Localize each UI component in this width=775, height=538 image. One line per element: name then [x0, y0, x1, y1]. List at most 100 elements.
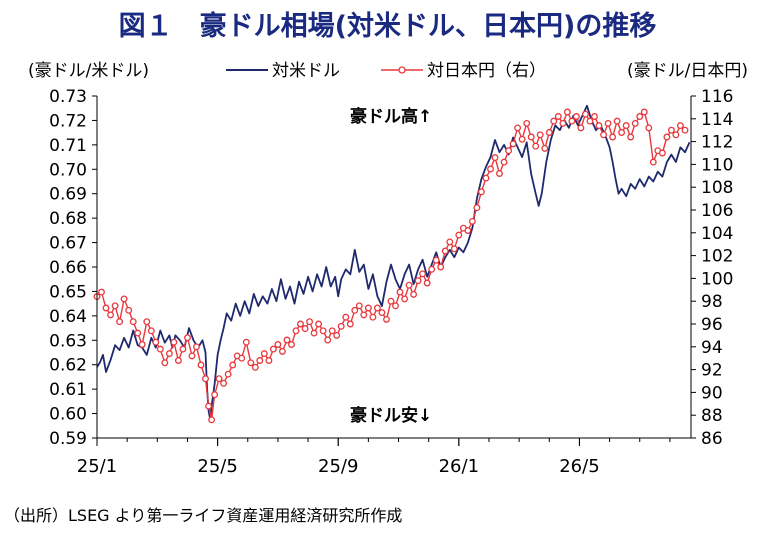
data-point-jpy — [373, 304, 381, 312]
data-point-jpy — [640, 108, 648, 116]
left-tick-label: 0.72 — [49, 111, 87, 131]
data-point-jpy — [550, 117, 558, 125]
left-tick-label: 0.67 — [49, 234, 87, 254]
data-point-jpy — [247, 359, 255, 367]
legend-label-usd: 対米ドル — [272, 61, 340, 81]
data-point-jpy — [342, 313, 350, 321]
data-point-jpy — [541, 144, 549, 152]
right-tick-label: 100 — [701, 269, 733, 289]
right-axis-label: (豪ドル/日本円) — [627, 60, 748, 81]
data-point-jpy — [378, 309, 386, 317]
data-point-jpy — [518, 135, 526, 143]
data-point-jpy — [532, 142, 540, 150]
data-point-jpy — [224, 370, 232, 378]
left-tick-label: 0.71 — [49, 136, 87, 156]
left-tick-label: 0.61 — [49, 380, 87, 400]
data-point-jpy — [405, 281, 413, 289]
data-point-jpy — [514, 124, 522, 132]
data-point-jpy — [432, 256, 440, 264]
right-tick-label: 96 — [701, 315, 723, 335]
data-point-jpy — [527, 133, 535, 141]
data-point-jpy — [473, 204, 481, 212]
data-point-jpy — [283, 336, 291, 344]
data-point-jpy — [482, 174, 490, 182]
legend: 対米ドル 対日本円（右） — [226, 61, 546, 81]
data-point-jpy — [319, 327, 327, 335]
data-point-jpy — [229, 361, 237, 369]
x-tick-label: 25/9 — [318, 456, 358, 477]
data-point-jpy — [170, 338, 178, 346]
data-point-jpy — [468, 217, 476, 225]
right-tick-label: 88 — [701, 406, 723, 426]
data-point-jpy — [554, 113, 562, 120]
right-tick-label: 92 — [701, 361, 723, 381]
left-tick-label: 0.63 — [49, 331, 87, 351]
left-axis-label: (豪ドル/米ドル) — [28, 60, 149, 81]
data-point-jpy — [505, 147, 513, 155]
data-point-jpy — [383, 315, 390, 323]
right-tick-label: 102 — [701, 247, 733, 267]
right-tick-label: 112 — [701, 133, 733, 153]
data-point-jpy — [188, 352, 196, 360]
data-point-jpy — [306, 318, 314, 326]
data-point-jpy — [428, 265, 436, 273]
data-point-jpy — [658, 149, 666, 157]
data-point-jpy — [477, 188, 485, 196]
data-point-jpy — [351, 306, 359, 314]
data-point-jpy — [215, 375, 223, 383]
data-point-jpy — [129, 318, 137, 326]
data-point-jpy — [663, 133, 671, 141]
series-line-usd — [96, 104, 691, 420]
data-point-jpy — [649, 158, 657, 166]
left-tick-label: 0.73 — [49, 87, 87, 107]
x-tick-label: 25/1 — [77, 456, 117, 477]
data-point-jpy — [536, 131, 544, 139]
data-point-jpy — [455, 231, 463, 239]
data-point-jpy — [441, 247, 449, 255]
data-point-jpy — [631, 119, 639, 127]
data-point-jpy — [161, 359, 169, 367]
data-point-jpy — [392, 302, 399, 310]
data-point-jpy — [568, 117, 576, 125]
data-point-jpy — [184, 334, 191, 342]
left-tick-label: 0.68 — [49, 209, 87, 229]
data-point-jpy — [337, 322, 345, 330]
data-point-jpy — [143, 318, 151, 326]
data-point-jpy — [220, 379, 228, 387]
data-point-jpy — [676, 122, 684, 130]
data-point-jpy — [242, 338, 250, 346]
data-point-jpy — [577, 124, 585, 132]
data-point-jpy — [563, 108, 571, 116]
data-point-jpy — [487, 165, 494, 173]
legend-label-jpy: 対日本円（右） — [427, 61, 546, 81]
data-point-jpy — [600, 131, 608, 139]
left-tick-label: 0.64 — [49, 307, 87, 327]
data-point-jpy — [310, 329, 318, 337]
data-point-jpy — [500, 158, 508, 166]
data-point-jpy — [324, 336, 332, 344]
data-point-jpy — [265, 357, 273, 364]
data-point-jpy — [152, 338, 160, 346]
data-point-jpy — [333, 331, 341, 339]
right-tick-label: 86 — [701, 429, 723, 449]
left-tick-label: 0.70 — [49, 160, 87, 180]
data-point-jpy — [107, 311, 115, 319]
right-tick-label: 108 — [701, 178, 733, 198]
left-tick-label: 0.65 — [49, 282, 87, 302]
data-point-jpy — [165, 350, 173, 358]
data-point-jpy — [627, 133, 635, 141]
data-point-jpy — [315, 320, 323, 328]
data-point-jpy — [260, 350, 268, 358]
arrow-down-icon: ↓ — [418, 406, 432, 426]
right-tick-label: 90 — [701, 383, 723, 403]
data-point-jpy — [667, 126, 675, 134]
data-point-jpy — [297, 320, 304, 328]
data-point-jpy — [120, 295, 128, 303]
data-point-jpy — [672, 131, 680, 139]
data-point-jpy — [387, 297, 395, 305]
data-point-jpy — [595, 122, 603, 130]
data-point-jpy — [174, 357, 182, 364]
legend-marker-jpy — [398, 66, 406, 74]
data-point-jpy — [251, 363, 259, 371]
